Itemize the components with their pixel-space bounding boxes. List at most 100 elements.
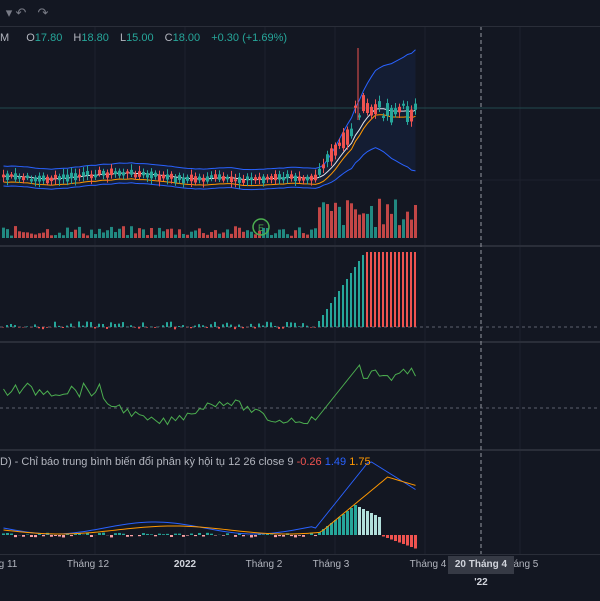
osc-bar (346, 279, 348, 327)
symbol-name[interactable]: M (0, 32, 9, 44)
candle-body (302, 177, 305, 180)
candle-body (318, 169, 321, 175)
macd-hist-bar (114, 533, 117, 535)
macd-hist-bar (194, 535, 197, 536)
crosshair-date-label: 20 Tháng 4 '22 (448, 556, 514, 574)
volume-bar (254, 234, 257, 238)
osc-bar (338, 291, 340, 327)
macd-hist-bar (186, 535, 189, 536)
open-label: O (26, 32, 35, 44)
time-axis[interactable]: g 11 Tháng 12 2022 Tháng 2 Tháng 3 Tháng… (0, 554, 600, 601)
candle-body (158, 175, 161, 181)
macd-hist-bar (110, 535, 113, 537)
candle-body (278, 174, 281, 179)
candle-body (90, 174, 93, 178)
macd-hist-bar (294, 535, 297, 537)
volume-bar (238, 228, 241, 238)
macd-hist-bar (346, 511, 349, 535)
volume-bar (310, 230, 313, 238)
macd-hist-bar (390, 535, 393, 540)
macd-hist-bar (370, 513, 373, 535)
osc-bar (106, 327, 108, 329)
volume-bar (322, 202, 325, 238)
osc-bar (326, 309, 328, 327)
volume-bar (338, 207, 341, 238)
candle-body (346, 129, 349, 144)
volume-bar (290, 236, 293, 238)
volume-bar (86, 235, 89, 238)
volume-bar (222, 232, 225, 238)
osc-bar (262, 325, 264, 327)
macd-hist-bar (154, 535, 157, 536)
osc-bar (386, 252, 388, 327)
macd-hist-bar (102, 533, 105, 535)
osc-bar (66, 326, 68, 327)
volume-bar (314, 228, 317, 238)
volume-bar (294, 230, 297, 238)
volume-bar (70, 232, 73, 238)
osc-bar (390, 252, 392, 327)
macd-hist-bar (166, 534, 169, 535)
candle-body (350, 129, 353, 137)
macd-hist-bar (54, 535, 57, 536)
candle-body (78, 175, 81, 177)
macd-hist-bar (202, 535, 205, 537)
candle-body (266, 177, 269, 180)
osc-bar (234, 327, 236, 329)
open-value: 17.80 (35, 32, 63, 44)
volume-bar (98, 229, 101, 238)
osc-bar (102, 324, 104, 327)
candle-body (198, 177, 201, 181)
osc-bar (62, 327, 64, 328)
candle-body (254, 177, 257, 180)
osc-bar (206, 327, 208, 328)
macd-hist-bar (90, 535, 93, 537)
osc-bar (114, 324, 116, 327)
macd-hist-bar (30, 535, 33, 537)
volume-bars[interactable] (2, 199, 417, 238)
osc-bar (38, 327, 40, 328)
osc-bar (310, 327, 312, 328)
x-tick: Tháng 12 (67, 559, 109, 570)
macd-hist-bar (406, 535, 409, 546)
undo-icon[interactable]: ↶ (12, 4, 30, 22)
grid (0, 26, 600, 554)
candle-body (66, 175, 69, 182)
volume-bar (46, 229, 49, 238)
macd-pane[interactable] (2, 462, 417, 549)
macd-hist-bar (62, 535, 65, 537)
volume-bar (330, 211, 333, 238)
candle-body (250, 177, 253, 180)
macd-hist-bar (130, 535, 133, 536)
volume-bar (346, 200, 349, 238)
candle-body (230, 177, 233, 182)
macd-title[interactable]: D) - Chỉ báo trung bình biến đổi phân kỳ… (0, 456, 294, 468)
volume-bar (402, 219, 405, 238)
redo-icon[interactable]: ↷ (34, 4, 52, 22)
macd-hist-bar (358, 507, 361, 535)
rsi-line[interactable] (4, 365, 416, 424)
pane-separators[interactable] (0, 246, 600, 450)
candle-body (170, 174, 173, 179)
volume-bar (114, 232, 117, 238)
macd-hist-bar (2, 533, 5, 535)
earnings-marker[interactable]: E (253, 219, 269, 235)
macd-hist-bar (382, 535, 385, 537)
volume-oscillator-histogram[interactable] (2, 252, 416, 329)
candle-body (50, 178, 53, 182)
candle-body (94, 175, 97, 178)
volume-bar (342, 225, 345, 238)
osc-bar (146, 327, 148, 328)
high-value: 18.80 (81, 32, 109, 44)
volume-bar (218, 234, 221, 238)
osc-bar (318, 321, 320, 327)
candle-body (74, 173, 77, 180)
volume-bar (286, 234, 289, 238)
osc-bar (142, 322, 144, 327)
osc-bar (174, 327, 176, 329)
osc-bar (298, 326, 300, 327)
osc-bar (334, 297, 336, 327)
volume-bar (250, 232, 253, 238)
volume-bar (282, 229, 285, 238)
